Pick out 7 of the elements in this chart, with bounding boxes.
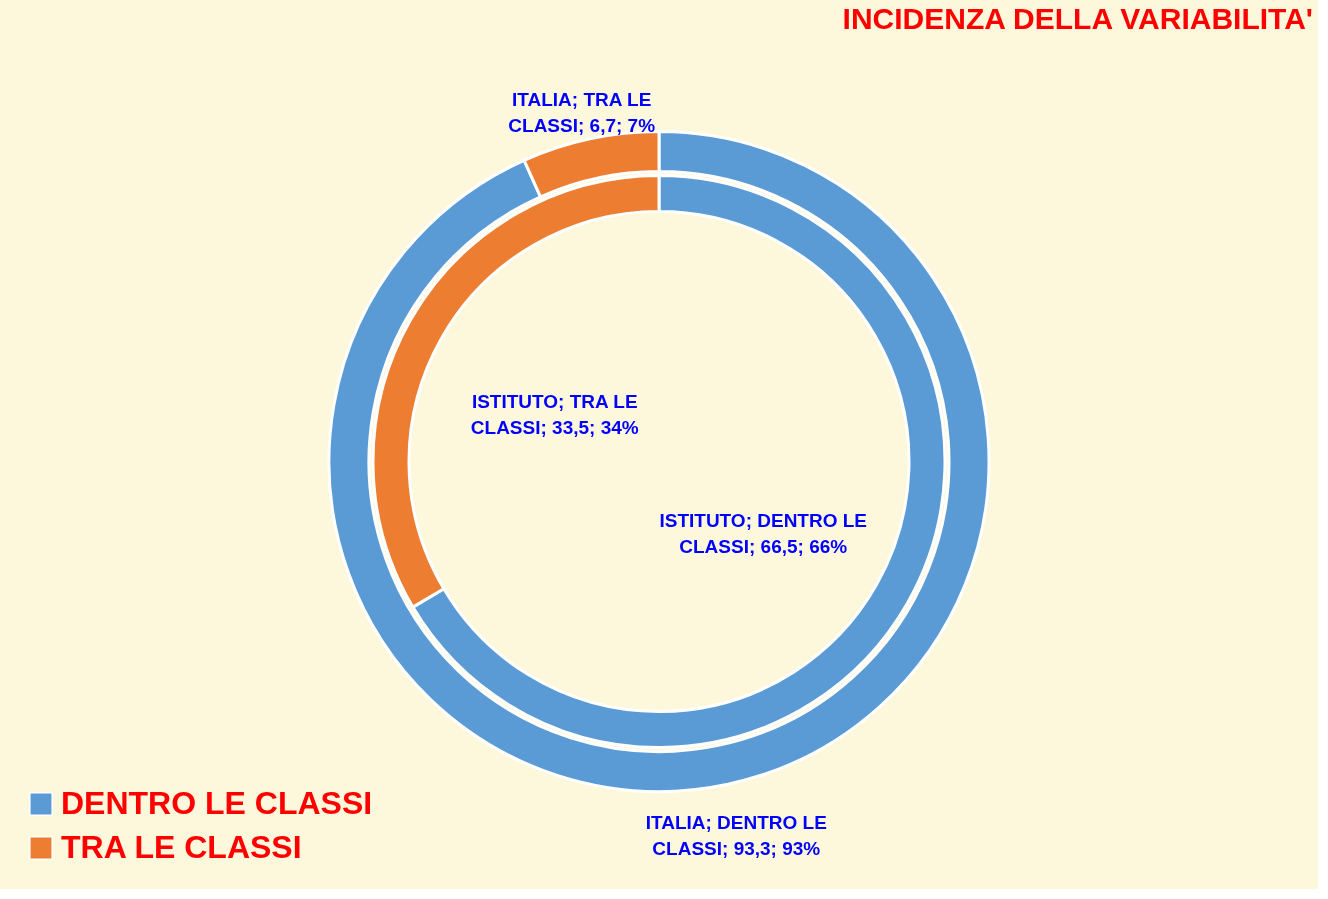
legend-label: TRA LE CLASSI (61, 829, 302, 865)
text: INCIDENZA DELLA VARIABILITA' (842, 2, 1313, 35)
data-label: ITALIA; TRA LE CLASSI; 6,7; 7% (508, 88, 656, 136)
data-label: ITALIA; DENTRO LE CLASSI; 93,3; 93% (645, 812, 827, 860)
legend-label: DENTRO LE CLASSI (61, 785, 373, 821)
data-label: ISTITUTO; TRA LE CLASSI; 33,5; 34% (470, 391, 639, 439)
data-label: ISTITUTO; DENTRO LE CLASSI; 66,5; 66% (659, 509, 868, 557)
